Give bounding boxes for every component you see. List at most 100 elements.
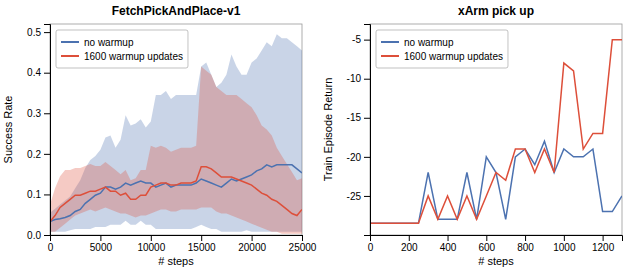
x-tick-mark [409, 235, 410, 241]
y-tick-label: 0.0 [27, 230, 41, 241]
x-tick: 20000 [238, 235, 266, 253]
y-tick-mark [364, 79, 370, 80]
x-axis: 0 5000 10000 15000 20000 25000 [48, 235, 317, 253]
legend-item: no warmup [381, 37, 454, 48]
legend-swatch [381, 41, 399, 43]
y-tick-label: -5 [352, 34, 361, 45]
y-tick: 0.0 [27, 230, 50, 241]
x-tick-mark [448, 235, 449, 241]
legend-item: 1600 warmup updates [381, 51, 503, 62]
x-tick-label: 0 [48, 242, 54, 253]
x-tick: 400 [440, 235, 457, 253]
x-axis-line [51, 236, 303, 242]
x-tick-mark [151, 235, 152, 241]
y-tick-mark [44, 194, 50, 195]
legend-label: no warmup [404, 37, 454, 48]
panel: 020040060080010001200-25-20-15-10-5xArm … [322, 4, 623, 267]
x-tick-mark [100, 235, 101, 241]
band [50, 67, 302, 234]
x-tick-mark [201, 235, 202, 241]
y-tick-label: -25 [347, 191, 362, 202]
line [50, 165, 302, 222]
legend-box [56, 30, 188, 68]
x-tick: 0 [48, 235, 54, 253]
legend-swatch [61, 55, 79, 57]
x-tick: 200 [401, 235, 418, 253]
y-tick-mark [364, 196, 370, 197]
y-tick: 0.3 [27, 108, 50, 119]
y-tick-label: 0.5 [27, 27, 41, 38]
y-axis-line [364, 25, 371, 236]
y-tick-label: -10 [347, 73, 362, 84]
y-tick-mark [44, 154, 50, 155]
x-tick: 600 [478, 235, 495, 253]
y-tick: -10 [347, 73, 370, 84]
x-tick-label: 400 [440, 242, 457, 253]
x-tick: 0 [368, 235, 374, 253]
x-axis: 020040060080010001200 [368, 235, 623, 253]
y-tick: 0.5 [27, 27, 50, 38]
y-tick-label: 0.1 [27, 189, 41, 200]
x-axis-title: # steps [158, 255, 194, 267]
chart: 05000100001500020000250000.00.10.20.30.4… [0, 0, 640, 269]
y-tick-mark [364, 40, 370, 41]
x-tick: 10000 [137, 235, 165, 253]
x-tick-label: 1000 [553, 242, 576, 253]
plot-frame [370, 24, 622, 235]
x-tick-label: 25000 [289, 242, 317, 253]
x-tick-label: 600 [478, 242, 495, 253]
x-tick: 25000 [289, 235, 317, 253]
legend-label: no warmup [84, 37, 134, 48]
x-tick: 5000 [90, 235, 113, 253]
x-tick-label: 200 [401, 242, 418, 253]
y-tick-mark [44, 73, 50, 74]
y-axis-line [44, 25, 51, 236]
x-tick-label: 15000 [188, 242, 216, 253]
legend-box [376, 30, 508, 68]
legend-label: 1600 warmup updates [84, 51, 183, 62]
y-tick: 0.1 [27, 189, 50, 200]
y-tick-mark [44, 113, 50, 114]
y-tick-mark [44, 235, 50, 236]
x-axis-line [371, 236, 623, 242]
x-tick-mark [486, 235, 487, 241]
y-axis: -25 -20 -15 -10 -5 [347, 25, 371, 236]
y-tick: -20 [347, 152, 370, 163]
x-tick-label: 20000 [238, 242, 266, 253]
x-tick-mark [603, 235, 604, 241]
y-axis-title: Success Rate [2, 96, 14, 164]
x-tick-mark [525, 235, 526, 241]
plot-frame [50, 24, 302, 235]
title: FetchPickAndPlace-v1 [112, 4, 241, 18]
line [370, 141, 622, 223]
x-tick-mark [302, 235, 303, 241]
line [50, 167, 302, 222]
x-tick-mark [564, 235, 565, 241]
title: xArm pick up [458, 4, 534, 18]
x-tick: 1200 [592, 235, 615, 253]
legend: no warmup 1600 warmup updates [376, 30, 508, 68]
y-axis-title: Train Episode Return [322, 78, 334, 182]
x-tick-mark [252, 235, 253, 241]
y-tick-mark [364, 118, 370, 119]
legend-swatch [61, 41, 79, 43]
x-tick: 1000 [553, 235, 576, 253]
x-tick-label: 10000 [137, 242, 165, 253]
y-axis: 0.0 0.1 0.2 0.3 0.4 0.5 [27, 25, 50, 241]
legend-label: 1600 warmup updates [404, 51, 503, 62]
y-tick: -25 [347, 191, 370, 202]
y-tick: -15 [347, 112, 370, 123]
panel: 0 5000 10000 15000 20000 25000 0.0 0.1 0.2 0.3 0.4… [2, 4, 317, 267]
legend-item: no warmup [61, 37, 134, 48]
y-tick-label: -15 [347, 112, 362, 123]
x-tick-label: 0 [368, 242, 374, 253]
y-tick-label: 0.2 [27, 149, 41, 160]
x-tick-label: 5000 [90, 242, 113, 253]
x-tick: 15000 [188, 235, 216, 253]
y-tick-mark [364, 157, 370, 158]
legend-swatch [381, 55, 399, 57]
y-tick-label: -20 [347, 152, 362, 163]
x-axis-title: # steps [478, 255, 514, 267]
x-tick-label: 1200 [592, 242, 615, 253]
y-tick-label: 0.4 [27, 67, 41, 78]
